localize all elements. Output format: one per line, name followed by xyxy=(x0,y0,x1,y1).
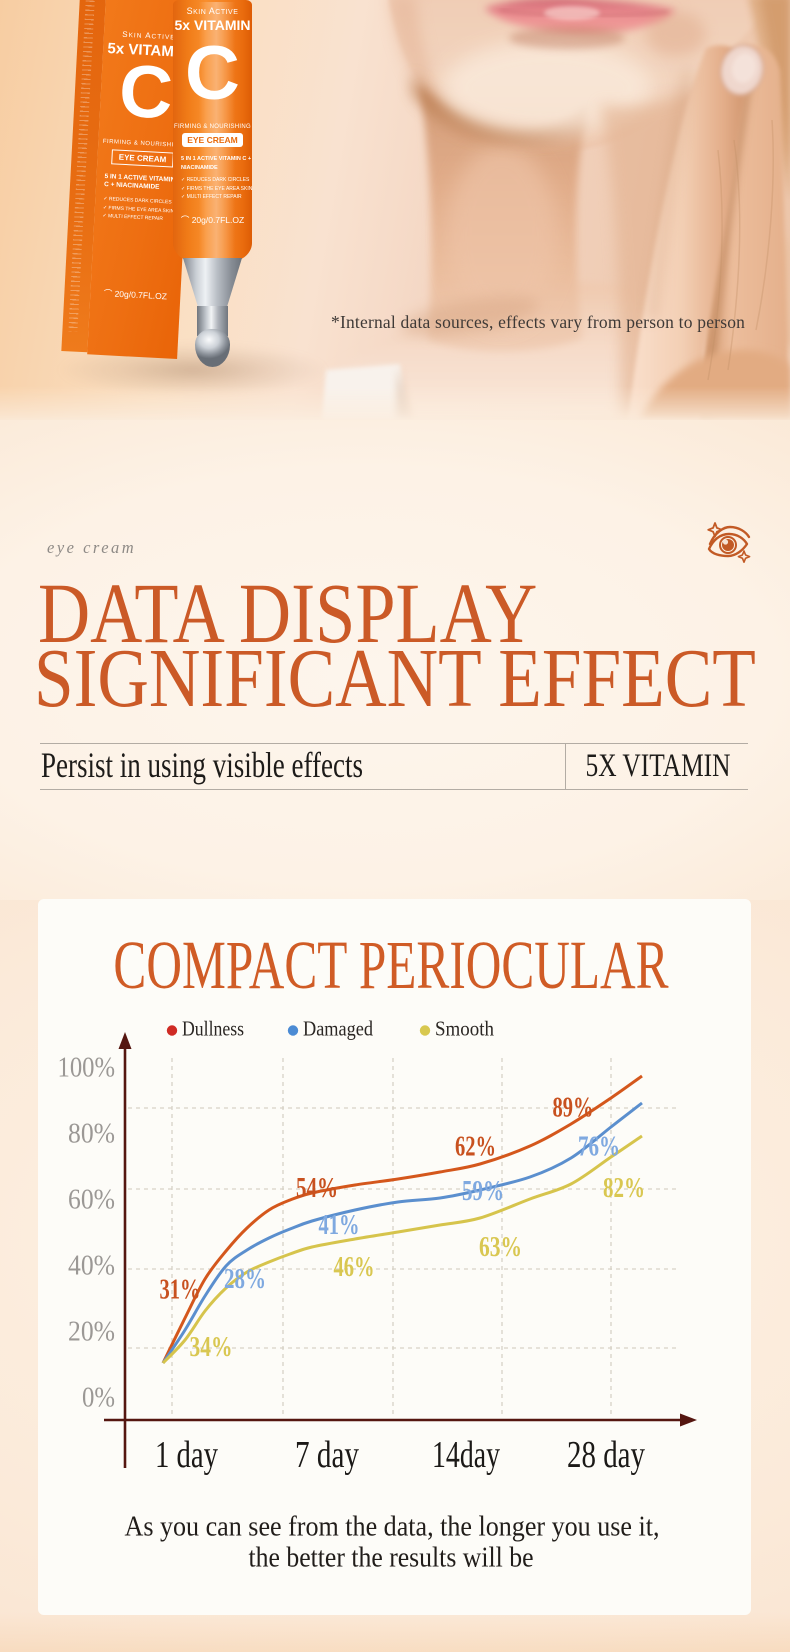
svg-text:62%: 62% xyxy=(455,1131,496,1163)
svg-text:54%: 54% xyxy=(296,1172,338,1204)
svg-text:As you can see from the data,: As you can see from the data, the longer… xyxy=(125,1512,660,1543)
svg-text:Dullness: Dullness xyxy=(182,1017,244,1041)
svg-text:Smooth: Smooth xyxy=(435,1017,494,1041)
svg-text:28%: 28% xyxy=(224,1263,266,1295)
svg-text:100%: 100% xyxy=(58,1053,116,1084)
svg-text:Damaged: Damaged xyxy=(303,1017,373,1041)
svg-text:34%: 34% xyxy=(190,1331,233,1363)
svg-text:80%: 80% xyxy=(68,1119,115,1150)
svg-text:28 day: 28 day xyxy=(567,1434,645,1476)
svg-text:41%: 41% xyxy=(319,1209,360,1241)
svg-text:82%: 82% xyxy=(603,1172,645,1204)
svg-text:the better the results will be: the better the results will be xyxy=(249,1543,534,1574)
svg-text:76%: 76% xyxy=(578,1131,620,1163)
svg-text:1 day: 1 day xyxy=(155,1434,218,1476)
svg-text:60%: 60% xyxy=(68,1185,115,1216)
svg-text:40%: 40% xyxy=(68,1251,115,1282)
svg-text:46%: 46% xyxy=(334,1251,375,1283)
svg-text:0%: 0% xyxy=(82,1383,115,1414)
svg-text:31%: 31% xyxy=(160,1274,201,1306)
svg-text:7 day: 7 day xyxy=(295,1434,359,1476)
svg-text:20%: 20% xyxy=(68,1317,115,1348)
svg-text:14day: 14day xyxy=(432,1434,500,1476)
svg-text:59%: 59% xyxy=(462,1175,504,1207)
svg-text:89%: 89% xyxy=(553,1092,594,1124)
svg-text:63%: 63% xyxy=(479,1231,522,1263)
